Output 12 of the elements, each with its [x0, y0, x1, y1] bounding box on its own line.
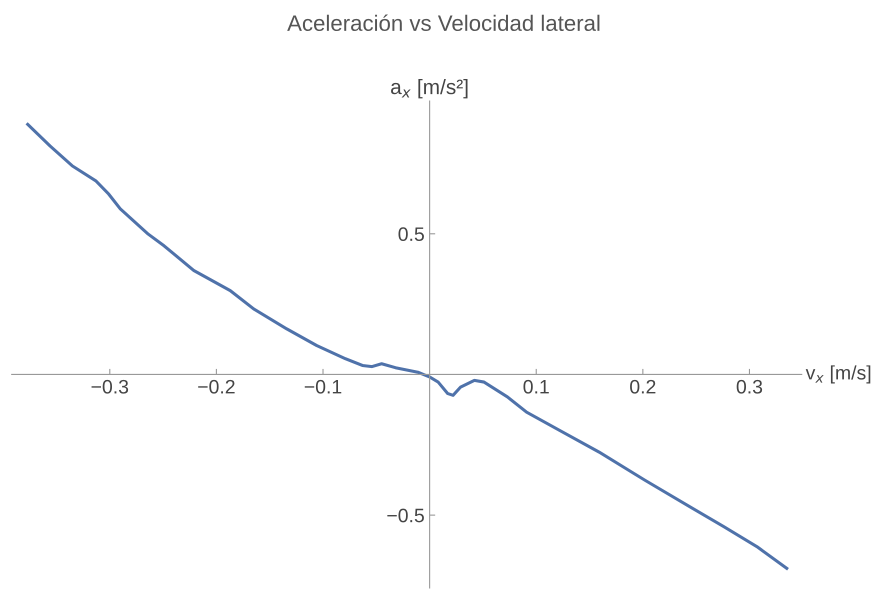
x-tick-label: 0.3 — [736, 380, 762, 394]
x-tick-label: −0.1 — [304, 380, 342, 394]
x-tick-label: 0.2 — [630, 380, 656, 394]
y-axis-title: a$_{x}$ [m/s²] — [391, 78, 468, 98]
chart-title: Aceleración vs Velocidad lateral — [287, 14, 600, 32]
x-tick-label: 0.1 — [523, 380, 549, 394]
line-series — [26, 122, 788, 570]
x-tick-label: −0.3 — [92, 380, 128, 394]
y-tick-label: 0.5 — [398, 227, 424, 242]
x-axis-title: v$_{x}$ [m/s] — [806, 365, 870, 384]
x-tick-label: −0.2 — [198, 380, 235, 394]
y-tick-label: −0.5 — [387, 508, 424, 522]
